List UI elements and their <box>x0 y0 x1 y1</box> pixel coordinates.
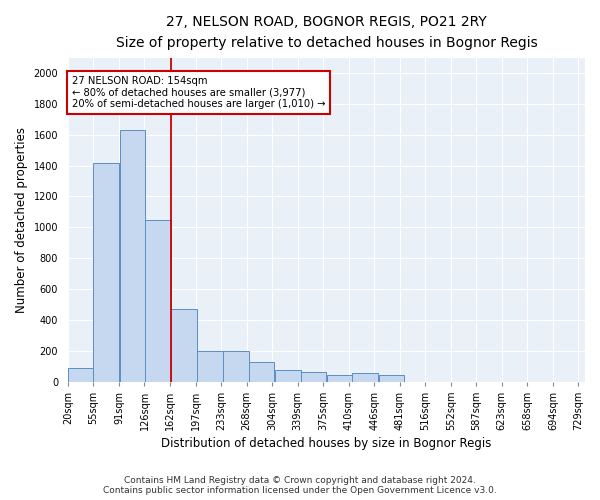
Text: Contains HM Land Registry data © Crown copyright and database right 2024.
Contai: Contains HM Land Registry data © Crown c… <box>103 476 497 495</box>
Bar <box>275 370 301 382</box>
Text: 27 NELSON ROAD: 154sqm
← 80% of detached houses are smaller (3,977)
20% of semi-: 27 NELSON ROAD: 154sqm ← 80% of detached… <box>71 76 325 110</box>
Bar <box>172 309 197 382</box>
Y-axis label: Number of detached properties: Number of detached properties <box>15 126 28 312</box>
Bar <box>352 373 378 382</box>
Bar <box>119 130 145 382</box>
Bar <box>68 368 94 382</box>
Bar <box>327 374 352 382</box>
Title: 27, NELSON ROAD, BOGNOR REGIS, PO21 2RY
Size of property relative to detached ho: 27, NELSON ROAD, BOGNOR REGIS, PO21 2RY … <box>116 15 538 50</box>
X-axis label: Distribution of detached houses by size in Bognor Regis: Distribution of detached houses by size … <box>161 437 491 450</box>
Bar <box>249 362 274 382</box>
Bar <box>145 220 171 382</box>
Bar <box>223 350 249 382</box>
Bar <box>379 376 404 382</box>
Bar <box>94 162 119 382</box>
Bar <box>197 350 223 382</box>
Bar <box>301 372 326 382</box>
